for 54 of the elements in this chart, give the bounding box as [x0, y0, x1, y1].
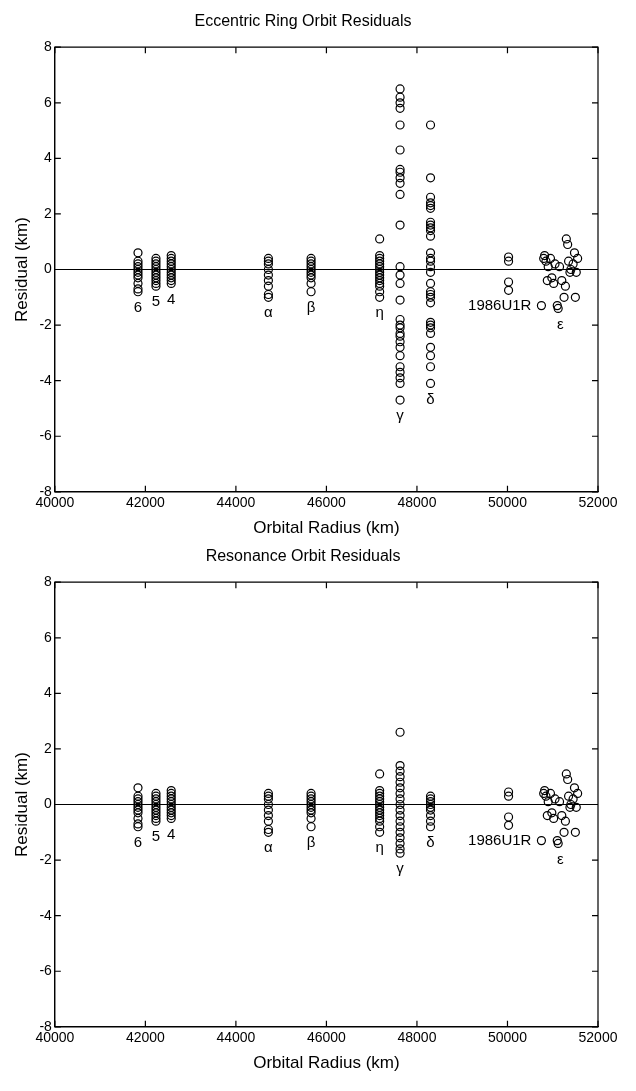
- chart-title: Eccentric Ring Orbit Residuals: [194, 12, 412, 30]
- series-label: δ: [426, 832, 435, 850]
- x-tick-label: 48000: [397, 494, 437, 511]
- series-label: η: [375, 303, 384, 321]
- series-label: 4: [167, 824, 176, 842]
- series-label: γ: [396, 406, 405, 424]
- x-tick-label: 48000: [397, 1029, 437, 1046]
- y-axis-title: Residual (km): [11, 217, 31, 322]
- series-label: β: [306, 297, 316, 315]
- series-label: β: [306, 832, 316, 850]
- series-label: 4: [167, 289, 176, 307]
- x-axis-title: Orbital Radius (km): [253, 1053, 400, 1073]
- series-label: 6: [133, 297, 143, 315]
- y-tick-label: 0: [44, 260, 53, 277]
- y-tick-label: 6: [44, 628, 53, 645]
- x-tick-label: 52000: [578, 1029, 618, 1046]
- series-label: η: [375, 838, 384, 856]
- x-tick-label: 46000: [306, 1029, 347, 1046]
- y-tick-label: -2: [39, 315, 53, 332]
- x-tick-label: 46000: [306, 494, 347, 511]
- series-label: 5: [151, 827, 161, 845]
- y-tick-label: 4: [44, 149, 53, 166]
- y-tick-label: -4: [39, 371, 53, 388]
- y-tick-label: -6: [39, 427, 53, 444]
- x-tick-label: 44000: [216, 1029, 256, 1046]
- y-axis-title: Residual (km): [11, 752, 31, 857]
- x-tick-label: 44000: [216, 494, 256, 511]
- legend-label: ε: [556, 314, 564, 332]
- y-tick-label: 6: [44, 93, 53, 110]
- y-tick-label: 8: [44, 38, 53, 55]
- y-tick-label: -2: [39, 850, 53, 867]
- x-tick-label: 50000: [488, 494, 528, 511]
- series-label: α: [264, 303, 274, 321]
- chart-title: Resonance Orbit Residuals: [205, 547, 401, 565]
- y-tick-label: -4: [39, 906, 53, 923]
- series-label: 1986U1R: [468, 296, 532, 314]
- legend-label: ε: [556, 849, 564, 867]
- series-label: δ: [426, 389, 435, 407]
- x-tick-label: 42000: [125, 1029, 166, 1046]
- x-tick-label: 42000: [125, 494, 166, 511]
- series-label: 6: [133, 832, 143, 850]
- y-tick-label: 2: [44, 204, 53, 221]
- x-axis-title: Orbital Radius (km): [253, 518, 400, 538]
- series-label: γ: [396, 859, 405, 877]
- x-tick-label: 50000: [488, 1029, 528, 1046]
- y-tick-label: -6: [39, 962, 53, 979]
- series-label: α: [264, 838, 274, 856]
- x-tick-label: 52000: [578, 494, 618, 511]
- y-tick-label: 8: [44, 573, 53, 590]
- y-tick-label: 4: [44, 684, 53, 701]
- y-tick-label: 0: [44, 795, 53, 812]
- series-label: 1986U1R: [468, 831, 532, 849]
- series-label: 5: [151, 292, 161, 310]
- y-tick-label: 2: [44, 739, 53, 756]
